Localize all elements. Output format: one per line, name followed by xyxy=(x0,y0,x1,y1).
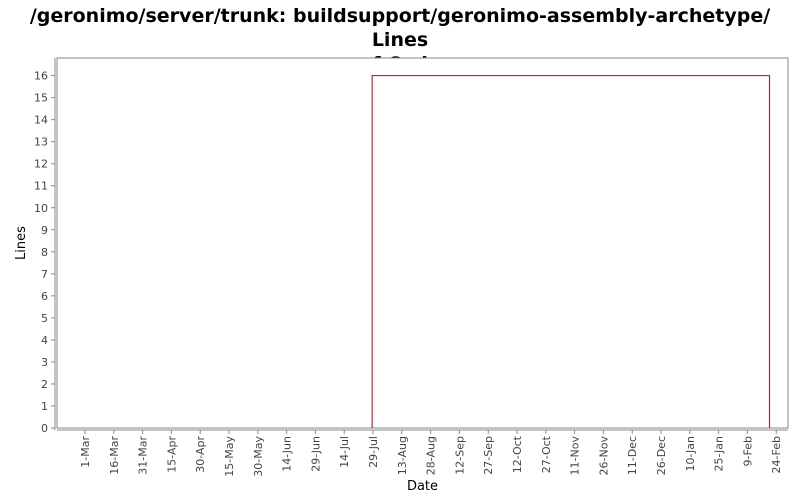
x-tick-label: 9-Feb xyxy=(741,436,754,466)
x-tick-label: 12-Oct xyxy=(511,435,524,473)
x-tick-label: 13-Aug xyxy=(396,436,409,475)
x-tick-label: 27-Oct xyxy=(540,435,553,473)
plot-area xyxy=(56,57,789,429)
x-tick-label: 10-Jan xyxy=(684,436,697,472)
x-tick-label: 29-Jul xyxy=(367,436,380,468)
y-tick-label: 8 xyxy=(41,246,48,259)
x-tick-label: 14-Jun xyxy=(281,436,294,472)
x-tick-label: 24-Feb xyxy=(770,436,783,473)
x-tick-label: 15-May xyxy=(223,436,236,477)
x-tick-label: 14-Jul xyxy=(338,436,351,468)
x-axis-title: Date xyxy=(407,479,438,494)
x-tick-label: 26-Nov xyxy=(597,436,610,476)
y-tick-label: 15 xyxy=(34,92,48,105)
y-tick-label: 2 xyxy=(41,378,48,391)
x-tick-label: 28-Aug xyxy=(425,436,438,475)
y-tick-label: 1 xyxy=(41,400,48,413)
y-tick-label: 11 xyxy=(34,180,48,193)
x-tick-label: 30-May xyxy=(252,436,265,477)
x-tick-label: 25-Jan xyxy=(713,436,726,472)
y-tick-label: 12 xyxy=(34,158,48,171)
x-tick-label: 15-Apr xyxy=(165,436,178,473)
x-tick-label: 11-Nov xyxy=(569,436,582,476)
x-tick-label: 30-Apr xyxy=(194,436,207,473)
x-tick-label: 29-Jun xyxy=(309,436,322,472)
x-tick-label: 31-Mar xyxy=(137,436,150,475)
y-tick-label: 4 xyxy=(41,334,48,347)
y-tick-label: 13 xyxy=(34,136,48,149)
y-tick-label: 5 xyxy=(41,312,48,325)
x-axis: 1-Mar 16-Mar 31-Mar 15-Apr 30-Apr 15-May 30-Ma… xyxy=(57,429,788,477)
y-tick-label: 3 xyxy=(41,356,48,369)
y-tick-label: 7 xyxy=(41,268,48,281)
y-tick-label: 16 xyxy=(34,70,48,83)
y-axis-title: Lines xyxy=(14,226,29,260)
x-tick-label: 11-Dec xyxy=(626,436,639,475)
x-tick-label: 26-Dec xyxy=(655,436,668,475)
series-group xyxy=(371,75,771,428)
y-tick-label: 0 xyxy=(41,422,48,435)
series-line xyxy=(371,75,771,428)
chart-title-line-1: /geronimo/server/trunk: buildsupport/ger… xyxy=(29,5,771,51)
y-tick-label: 6 xyxy=(41,290,48,303)
x-tick-label: 1-Mar xyxy=(79,436,92,468)
x-tick-label: 27-Sep xyxy=(482,436,495,475)
y-tick-label: 9 xyxy=(41,224,48,237)
y-tick-label: 14 xyxy=(34,114,48,127)
x-tick-label: 16-Mar xyxy=(108,436,121,475)
y-tick-label: 10 xyxy=(34,202,48,215)
x-tick-label: 12-Sep xyxy=(453,436,466,475)
